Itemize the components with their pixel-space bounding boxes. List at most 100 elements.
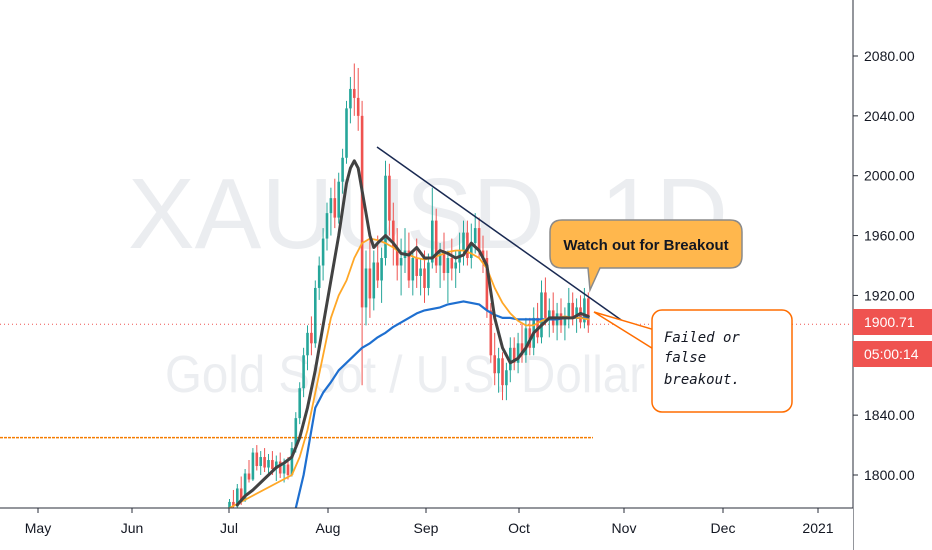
candle-body [251,452,255,480]
price-tick-label: 1840.00 [864,407,915,423]
time-tick-label: Nov [612,520,637,536]
candle-body [247,473,251,480]
price-tick-label: 1800.00 [864,467,915,483]
candle-body [481,250,485,259]
candle-body [337,181,340,218]
candle-body [271,460,274,470]
candle-body [587,298,590,326]
candle-body [376,262,379,281]
candle-body [267,460,270,468]
time-tick-label: May [25,520,51,536]
candle-body [423,268,426,288]
candle-body [302,355,305,389]
candle-body [329,198,333,214]
last-price-badge: 1900.71 05:00:14 [853,309,932,367]
candle-body [333,198,337,218]
candle-body [341,157,344,182]
candle-body [497,358,500,374]
candle-body [286,464,290,475]
candle-body [505,370,508,386]
price-tick-label: 1960.00 [864,228,915,244]
candle-body [384,175,387,259]
breakout-callout-bubble [549,219,743,293]
candle-body [290,448,294,475]
time-axis[interactable] [0,508,853,550]
note-line-3: breakout. [664,372,740,388]
candle-body [567,302,571,318]
time-tick-label: 2021 [802,520,833,536]
breakout-callout-text: Watch out for Breakout [563,237,728,254]
descending-trendline[interactable] [376,146,625,323]
price-tick-label: 2040.00 [864,108,915,124]
price-tick-label: 1920.00 [864,287,915,303]
time-tick-label: Jul [220,520,238,536]
candle-body [512,347,516,363]
candle-body [563,317,567,326]
candle-body [314,287,317,344]
candle-body [571,302,574,318]
candle-body [485,258,489,311]
candle-body [454,262,457,269]
price-tick-label: 2000.00 [864,168,915,184]
failed-breakout-note[interactable]: Failed or false breakout. [593,309,793,413]
candle-body [388,175,391,221]
candle-body [415,258,418,276]
candle-body [294,418,298,449]
candle-body [356,97,360,116]
candle-body [399,258,403,266]
moving-averages [228,159,590,510]
candle-body [473,228,477,244]
candle-body [298,388,301,419]
time-tick-label: Aug [316,520,341,536]
candle-body [540,292,543,338]
candle-body [243,473,247,501]
candle-body [310,332,313,344]
candle-body [380,258,383,281]
candle-body [520,343,524,356]
candle-body [419,268,422,276]
breakout-callout[interactable]: Watch out for Breakout [549,219,743,293]
candle-body [392,220,395,248]
candle-body [548,310,551,318]
time-tick-label: Oct [508,520,530,536]
candle-body [228,501,231,508]
candle-body [239,488,243,501]
candle-body [349,88,352,109]
candle-body [411,258,415,281]
candle-body [434,220,438,266]
candle-body [493,355,496,374]
note-line-1: Failed or [664,330,740,346]
ma-slow-line [294,300,590,510]
candle-body [306,332,309,356]
candle-body [364,268,368,308]
candle-body [442,253,446,273]
time-tick-label: Jun [121,520,144,536]
ma-mid-line [235,159,590,507]
candle-body [407,250,411,281]
candle-body [544,292,547,318]
note-line-2: false [664,350,706,366]
candle-body [255,452,259,467]
watermark-name: Gold Spot / U.S. Dollar [165,346,645,404]
note-pointer [593,311,656,352]
candle-body [372,262,376,299]
candle-body [450,258,454,269]
candle-body [509,347,512,371]
candle-body [524,328,528,356]
candle-body [321,238,325,266]
price-axis[interactable] [853,0,932,550]
countdown-badge-bg [853,341,932,367]
candle-body [368,268,372,299]
candle-body [263,457,266,468]
candle-body [470,243,473,259]
last-price-badge-bg [853,309,932,335]
candle-body [360,115,364,308]
candle-body [236,488,239,507]
candle-body [466,232,469,259]
candle-body [462,232,465,251]
candle-body [278,461,282,474]
candle-body [431,220,434,263]
candle-body [477,228,481,251]
time-tick-label: Sep [414,520,439,536]
